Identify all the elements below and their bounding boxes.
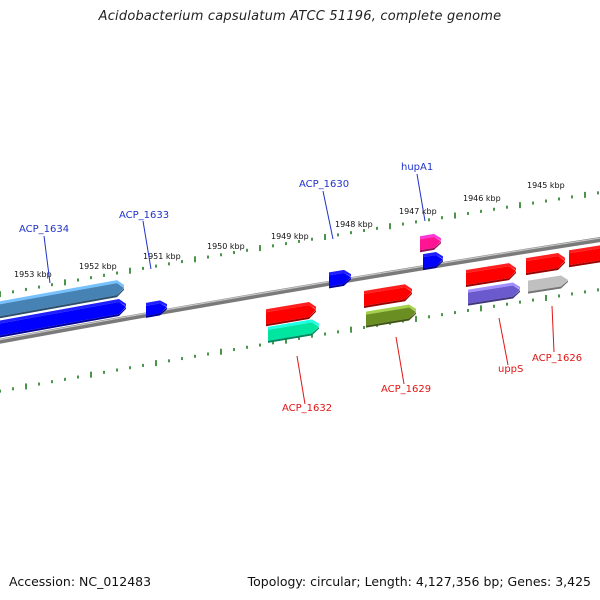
gene-arrow[interactable]: [366, 304, 416, 328]
tick-labels: 1953 kbp 1952 kbp 1951 kbp 1950 kbp 1949 kbp…: [14, 181, 565, 279]
gene-arrow-shadow: [526, 261, 565, 276]
gene-arrow-shadow: [266, 310, 316, 327]
gene-arrow[interactable]: [526, 253, 565, 276]
tick-label: 1948 kbp: [335, 220, 373, 229]
gene-arrow-body: [0, 301, 126, 336]
outer-tick-ring: [0, 191, 599, 298]
label-leader-line: [395, 336, 405, 385]
map-title: Acidobacterium capsulatum ATCC 51196, co…: [98, 9, 502, 24]
gene-arrow-body: [266, 304, 316, 325]
gene-arrow-body: [364, 287, 412, 306]
label-leaders: [43, 173, 555, 405]
gene-arrow-top: [266, 301, 316, 313]
label-leader-line: [142, 220, 152, 270]
gene-arrow[interactable]: [569, 245, 600, 268]
gene-arrow-top: [268, 319, 319, 330]
gene-arrow-top: [329, 269, 351, 277]
gene-arrow-shadow: [366, 312, 416, 328]
gene-arrow-body: [468, 285, 520, 304]
gene-arrow-top: [569, 245, 600, 254]
label-leader-line: [296, 355, 306, 405]
gene-arrow-body: [420, 236, 441, 251]
tick-label: 1945 kbp: [527, 181, 565, 190]
gene-arrow-shadow: [0, 307, 126, 338]
gene-label[interactable]: ACP_1630: [299, 179, 349, 190]
gene-arrow[interactable]: [468, 282, 520, 306]
tick-label: 1951 kbp: [143, 252, 181, 261]
tick-label: 1953 kbp: [14, 270, 52, 279]
gene-arrow-body: [366, 307, 416, 326]
gene-arrow-body: [0, 283, 124, 317]
gene-arrow[interactable]: [364, 284, 412, 308]
gene-label[interactable]: ACP_1629: [381, 384, 431, 395]
gene-arrow-top: [0, 280, 124, 305]
gene-arrow[interactable]: [266, 301, 316, 327]
gene-arrow-shadow: [268, 327, 319, 343]
tick-label: 1947 kbp: [399, 207, 437, 216]
gene-arrow[interactable]: [329, 269, 351, 289]
gene-arrow-shadow: [420, 241, 441, 253]
gene-arrow[interactable]: [0, 298, 126, 339]
gene-arrow-body: [268, 322, 319, 341]
gene-arrow-shadow: [466, 271, 516, 288]
label-leader-line: [551, 305, 555, 353]
gene-arrow[interactable]: [420, 233, 441, 253]
gene-arrow[interactable]: [528, 272, 568, 294]
gene-arrow[interactable]: [466, 263, 516, 288]
gene-arrow-body: [528, 275, 568, 292]
gene-arrow-shadow: [146, 307, 167, 318]
gene-arrow-top: [366, 304, 416, 315]
gene-arrow-top: [528, 272, 568, 281]
tick-label: 1946 kbp: [463, 194, 501, 203]
gene-arrow-shadow: [528, 280, 568, 294]
gene-label[interactable]: uppS: [498, 364, 523, 375]
label-leader-line: [498, 317, 509, 366]
gene-arrow-body: [466, 266, 516, 286]
accession-text: Accession: NC_012483: [9, 574, 152, 589]
gene-arrow-body: [329, 272, 351, 287]
gene-arrow-top: [526, 253, 565, 262]
gene-arrow-top: [466, 263, 516, 274]
gene-arrow[interactable]: [146, 300, 167, 318]
tick-label: 1950 kbp: [207, 242, 245, 251]
gene-arrow-body: [146, 303, 167, 316]
genome-summary-text: Topology: circular; Length: 4,127,356 bp…: [247, 574, 591, 589]
gene-arrow-shadow: [569, 260, 600, 268]
genome-backbone: [0, 237, 600, 344]
gene-arrow-shadow: [468, 290, 520, 306]
gene-arrow-shadow: [329, 277, 351, 289]
gene-label[interactable]: ACP_1634: [19, 224, 69, 235]
label-leader-line: [43, 235, 51, 284]
gene-arrow-shadow: [423, 259, 443, 271]
gene-arrow[interactable]: [0, 280, 124, 320]
gene-arrow-body: [569, 248, 600, 266]
label-leader-line: [322, 190, 334, 240]
gene-arrow-shadow: [364, 292, 412, 308]
gene-arrow-top: [423, 252, 443, 259]
gene-arrow-top: [364, 284, 412, 294]
gene-features: [0, 233, 600, 343]
gene-arrow[interactable]: [423, 252, 443, 271]
gene-arrow-body: [423, 255, 443, 269]
gene-arrow-top: [146, 300, 167, 307]
gene-arrow-shadow: [0, 288, 124, 319]
gene-label[interactable]: ACP_1632: [282, 403, 332, 414]
gene-label[interactable]: ACP_1633: [119, 210, 169, 221]
tick-label: 1952 kbp: [79, 262, 117, 271]
genome-backbone-highlight: [0, 237, 600, 341]
gene-arrow-body: [526, 256, 565, 274]
gene-arrow-top: [468, 282, 520, 293]
label-leader-line: [416, 173, 426, 222]
gene-arrow-top: [0, 298, 126, 324]
tick-label: 1949 kbp: [271, 232, 309, 241]
gene-label[interactable]: ACP_1626: [532, 353, 582, 364]
gene-arrow-top: [420, 233, 441, 241]
gene-labels: ACP_1634 ACP_1633 ACP_1630 hupA1 ACP_1632 ACP…: [19, 162, 582, 414]
gene-label[interactable]: hupA1: [401, 162, 433, 173]
gene-arrow[interactable]: [268, 319, 319, 343]
